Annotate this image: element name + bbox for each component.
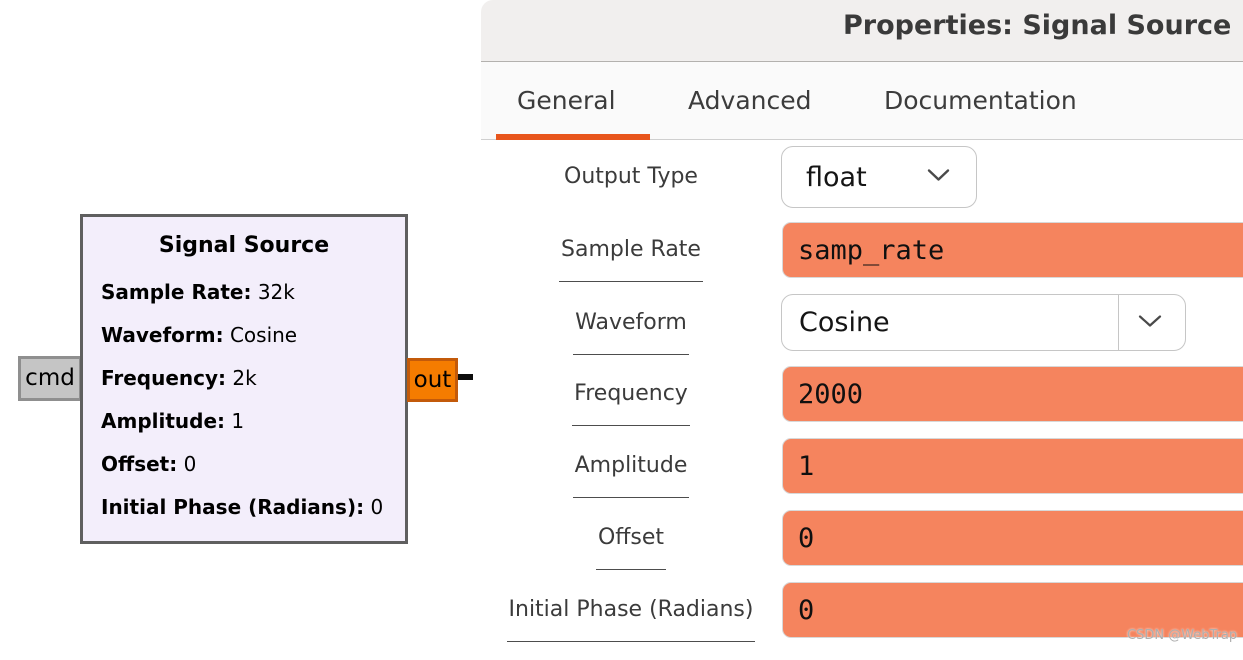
block-param: Sample Rate: 32k xyxy=(101,280,295,304)
offset-input[interactable]: 0 xyxy=(782,510,1243,566)
waveform-value: Cosine xyxy=(799,307,890,338)
amplitude-input[interactable]: 1 xyxy=(782,438,1243,494)
label-output-type: Output Type xyxy=(564,164,698,189)
label-offset: Offset xyxy=(480,510,782,570)
block-param: Initial Phase (Radians): 0 xyxy=(101,495,384,519)
chevron-down-icon xyxy=(927,168,950,187)
label-frequency: Frequency xyxy=(480,366,782,426)
waveform-dropdown[interactable]: Cosine xyxy=(781,294,1186,351)
frequency-input[interactable]: 2000 xyxy=(782,366,1243,422)
output-type-dropdown[interactable]: float xyxy=(781,146,977,208)
output-type-value: float xyxy=(806,161,867,193)
tab-advanced[interactable]: Advanced xyxy=(688,86,812,115)
block-param: Offset: 0 xyxy=(101,452,197,476)
block-port-out[interactable]: out xyxy=(407,358,458,402)
block-param: Waveform: Cosine xyxy=(101,323,298,347)
active-tab-indicator xyxy=(496,134,650,140)
label-waveform: Waveform xyxy=(480,294,782,355)
tab-bar: General Advanced Documentation xyxy=(481,62,1243,140)
block-port-cmd[interactable]: cmd xyxy=(18,356,82,401)
label-initial-phase: Initial Phase (Radians) xyxy=(480,582,782,642)
dialog-title: Properties: Signal Source xyxy=(843,10,1232,41)
watermark: CSDN @WebTrap xyxy=(1127,628,1238,643)
label-sample-rate: Sample Rate xyxy=(480,222,782,282)
dropdown-separator xyxy=(1118,295,1119,350)
tab-documentation[interactable]: Documentation xyxy=(884,86,1077,115)
initial-phase-input[interactable]: 0 xyxy=(782,582,1243,638)
block-param: Amplitude: 1 xyxy=(101,409,245,433)
connection-stub xyxy=(456,374,473,380)
label-amplitude: Amplitude xyxy=(480,438,782,498)
block-param-list: Sample Rate: 32k Waveform: Cosine Freque… xyxy=(101,271,387,529)
block-param: Frequency: 2k xyxy=(101,366,257,390)
tab-general[interactable]: General xyxy=(517,86,616,115)
chevron-down-icon xyxy=(1138,313,1162,332)
signal-source-block[interactable]: Signal Source Sample Rate: 32k Waveform:… xyxy=(80,214,408,544)
dialog-header xyxy=(481,0,1243,62)
sample-rate-input[interactable]: samp_rate xyxy=(782,222,1243,278)
block-title: Signal Source xyxy=(158,233,330,258)
